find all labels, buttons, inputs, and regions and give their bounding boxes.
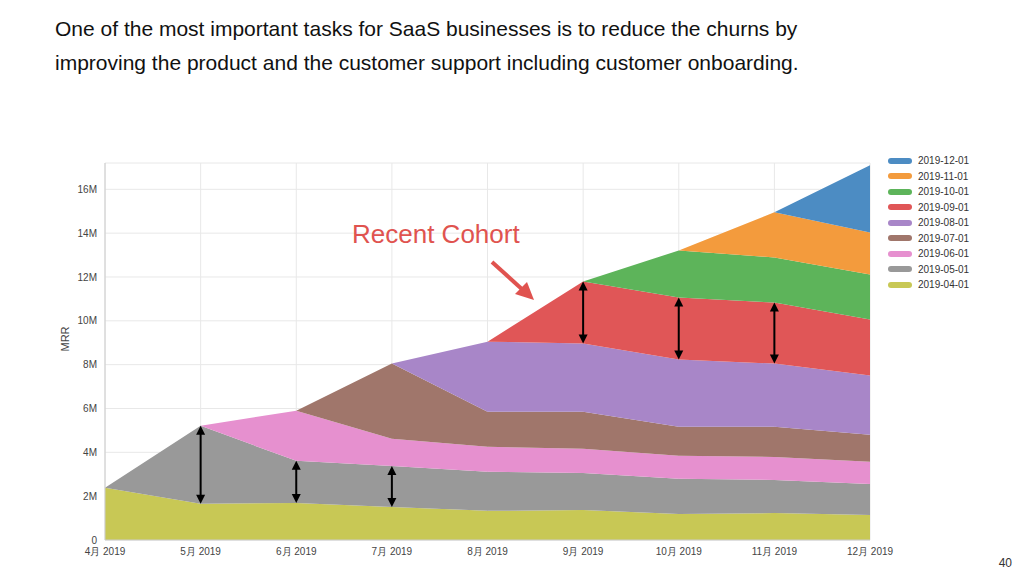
svg-text:0: 0 — [91, 535, 97, 546]
svg-text:14M: 14M — [78, 228, 97, 239]
svg-text:6M: 6M — [83, 403, 97, 414]
svg-text:MRR: MRR — [59, 326, 71, 351]
html-text:2019-04-01: 2019-04-01 — [918, 279, 970, 291]
html-text:2019-06-01: 2019-06-01 — [918, 248, 970, 260]
svg-text:10M: 10M — [78, 315, 97, 326]
html-text:2019-09-01: 2019-09-01 — [918, 201, 970, 213]
html-text:One of the most important task: One of the most important tasks for SaaS… — [55, 17, 799, 74]
svg-text:2M: 2M — [83, 491, 97, 502]
svg-text:9月 2019: 9月 2019 — [563, 546, 604, 557]
svg-text:12月 2019: 12月 2019 — [847, 546, 894, 557]
svg-text:8M: 8M — [83, 359, 97, 370]
svg-text:4月 2019: 4月 2019 — [85, 546, 126, 557]
svg-text:11月 2019: 11月 2019 — [752, 546, 798, 557]
html-text:Recent Cohort: Recent Cohort — [352, 219, 520, 249]
svg-text:10月 2019: 10月 2019 — [656, 546, 703, 557]
svg-text:12M: 12M — [78, 272, 97, 283]
svg-text:4M: 4M — [83, 447, 97, 458]
svg-text:6月 2019: 6月 2019 — [276, 546, 317, 557]
html-text:2019-10-01: 2019-10-01 — [918, 186, 970, 198]
svg-text:7月 2019: 7月 2019 — [372, 546, 413, 557]
svg-text:8月 2019: 8月 2019 — [467, 546, 508, 557]
svg-text:16M: 16M — [78, 184, 97, 195]
svg-text:5月 2019: 5月 2019 — [180, 546, 221, 557]
html-text:40: 40 — [998, 556, 1012, 570]
html-text:2019-05-01: 2019-05-01 — [918, 263, 970, 275]
html-text:2019-11-01: 2019-11-01 — [918, 170, 969, 182]
html-text:2019-12-01: 2019-12-01 — [918, 155, 970, 167]
html-text:2019-08-01: 2019-08-01 — [918, 217, 970, 229]
html-text:2019-07-01: 2019-07-01 — [918, 232, 970, 244]
